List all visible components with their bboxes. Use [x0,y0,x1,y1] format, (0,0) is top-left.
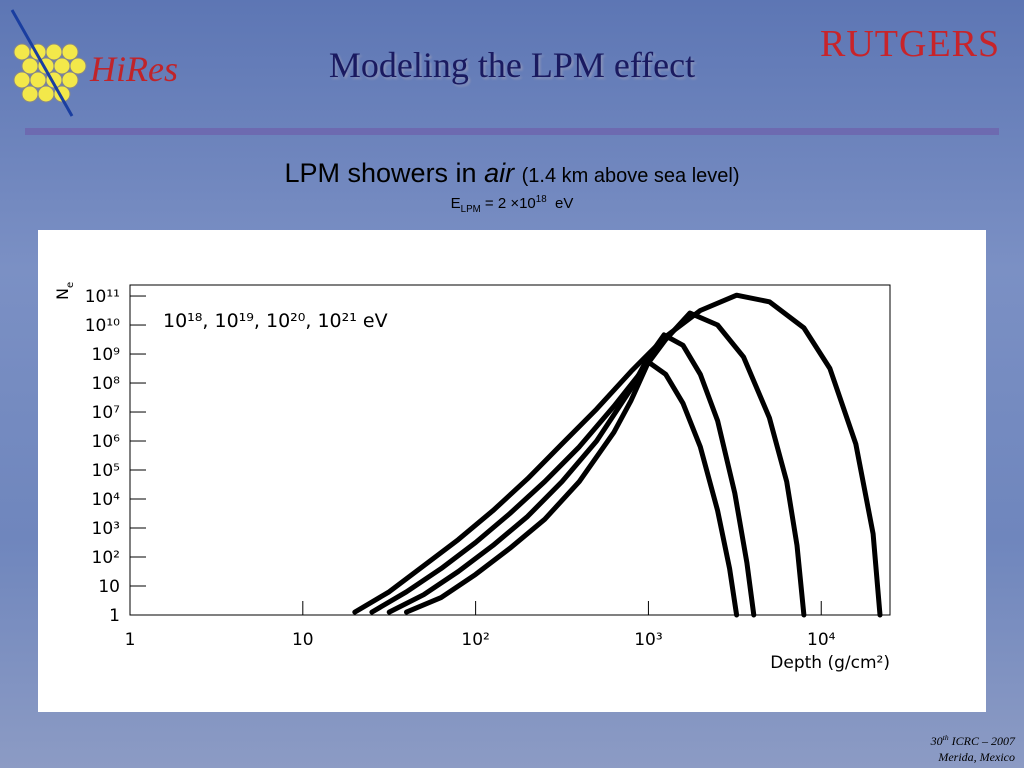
footer-sup: th [942,733,949,742]
subtitle-text: LPM showers in [284,158,485,188]
subtitle-note: (1.4 km above sea level) [521,165,740,187]
y-tick-label: 10⁶ [92,432,121,452]
y-tick-label: 10⁴ [92,490,121,510]
footer-num: 30 [930,734,943,748]
y-tick-label: 10³ [92,519,120,539]
subtitle-emph: air [484,158,515,188]
energy-sup: 18 [535,194,547,205]
curve [404,359,740,618]
slide-title: Modeling the LPM effect [328,45,696,85]
energy-symbol: E [450,195,461,212]
divider [25,128,999,135]
energy-line: ELPM = 2 ×1018 eV [0,194,1024,215]
logo-hires: HiRes [90,49,178,89]
y-tick-label: 10⁹ [92,345,121,365]
y-tick-label: 10⁵ [92,461,120,481]
x-tick-label: 10⁴ [807,630,836,650]
y-tick-label: 10⁸ [92,374,121,394]
annotation: 10¹⁸, 10¹⁹, 10²⁰, 10²¹ eV [163,310,388,332]
y-tick-label: 10¹⁰ [85,316,120,336]
energy-unit: eV [554,195,574,212]
y-tick-label: 10 [98,577,120,597]
y-axis-label-sub: e [65,282,76,288]
chart-background [38,230,986,712]
x-tick-label: 10² [461,630,489,650]
footer: 30th ICRC – 2007 Merida, Mexico [880,730,1015,765]
y-tick-label: 1 [109,606,120,626]
x-tick-label: 10³ [634,630,662,650]
subtitle: LPM showers in air (1.4 km above sea lev… [0,158,1024,189]
x-tick-label: 10 [292,630,314,650]
chart: 10¹⁸, 10¹⁹, 10²⁰, 10²¹ eV Depth (g/cm²) … [38,230,986,712]
energy-sub: LPM [460,204,481,215]
y-axis-label-group: N e [53,282,76,300]
footer-event: ICRC – 2007 [951,734,1015,748]
y-axis-label: N [53,288,72,300]
y-tick-label: 10¹¹ [85,287,120,307]
footer-place: Merida, Mexico [938,750,1015,764]
energy-text: = 2 ×10 [484,195,536,212]
curve [369,310,807,618]
hires-icon [10,9,87,117]
x-tick-label: 1 [125,630,136,650]
logo-rutgers: RUTGERS [820,23,1001,65]
x-axis-label: Depth (g/cm²) [770,653,890,673]
plot-frame [129,284,891,616]
curve [352,292,883,618]
y-tick-label: 10⁷ [92,403,121,423]
y-tick-label: 10² [92,548,120,568]
